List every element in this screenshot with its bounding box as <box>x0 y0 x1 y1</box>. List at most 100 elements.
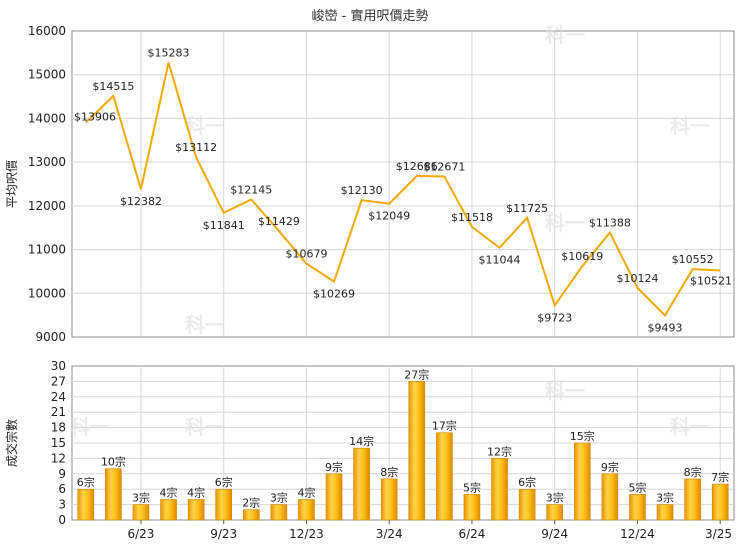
volume-bar <box>325 473 343 521</box>
volume-bar-label: 9宗 <box>601 460 619 474</box>
price-point-label: $11725 <box>506 202 548 215</box>
price-point-label: $9723 <box>537 311 572 324</box>
volume-bar <box>270 504 288 521</box>
y-tick-label: 30 <box>51 359 66 373</box>
watermark: 科一 <box>185 313 225 337</box>
y-tick-label: 3 <box>58 498 66 512</box>
price-point-label: $11518 <box>451 211 493 224</box>
plot-area-top <box>71 30 735 338</box>
volume-bar-label: 4宗 <box>160 485 178 499</box>
watermark: 科一 <box>545 379 585 403</box>
y-tick-label: 18 <box>51 421 66 435</box>
volume-bar-label: 3宗 <box>132 491 150 505</box>
y-tick-label: 15000 <box>28 68 66 82</box>
y-tick-label: 27 <box>51 374 66 388</box>
volume-bar <box>491 458 508 521</box>
watermark: 科一 <box>70 415 110 439</box>
x-tick-label: 6/23 <box>127 527 154 541</box>
y-axis-label-top: 平均呎價 <box>5 160 19 208</box>
volume-bar-label: 9宗 <box>325 460 343 474</box>
x-tick-label: 12/24 <box>620 527 655 541</box>
price-point-label: $11044 <box>479 254 521 267</box>
volume-bar-label: 5宗 <box>628 480 646 494</box>
price-line-series <box>85 62 721 318</box>
price-point-label: $12671 <box>423 161 465 174</box>
x-tick-label: 3/25 <box>705 527 732 541</box>
price-point-label: $10679 <box>285 248 327 261</box>
volume-bar <box>629 494 646 521</box>
volume-bar <box>132 504 150 521</box>
watermark: 科一 <box>670 114 710 138</box>
y-tick-label: 0 <box>58 513 66 527</box>
y-tick-label: 15 <box>51 436 66 450</box>
volume-bar <box>105 468 122 521</box>
price-point-label: $11429 <box>258 215 300 228</box>
volume-bar-label: 4宗 <box>187 485 205 499</box>
price-point-label: $13112 <box>175 141 217 154</box>
watermark: 科一 <box>185 415 225 439</box>
volume-bar-label: 5宗 <box>463 480 481 494</box>
volume-bar <box>408 381 426 521</box>
price-point-label: $10552 <box>672 253 714 266</box>
volume-bar <box>546 504 564 521</box>
price-point-label: $12130 <box>341 184 383 197</box>
x-tick-label: 9/24 <box>541 527 568 541</box>
price-point-label: $12145 <box>230 184 272 197</box>
volume-bar <box>242 509 260 521</box>
y-tick-label: 12 <box>51 451 66 465</box>
volume-bar-label: 4宗 <box>297 485 315 499</box>
price-point-label: $10619 <box>561 250 603 263</box>
volume-bar <box>187 499 205 521</box>
price-point-label: $15283 <box>148 46 190 59</box>
x-tick-label: 6/24 <box>458 527 485 541</box>
volume-bar-label: 6宗 <box>77 475 95 489</box>
price-point-label: $14515 <box>92 80 134 93</box>
watermark: 科一 <box>545 211 585 235</box>
price-point-label: $12382 <box>120 195 162 208</box>
y-tick-label: 14000 <box>28 111 66 125</box>
y-tick-label: 13000 <box>28 155 66 169</box>
volume-bar <box>77 488 95 521</box>
volume-bar <box>298 499 315 521</box>
y-tick-label: 12000 <box>28 199 66 213</box>
watermark: 科一 <box>545 23 585 47</box>
volume-bar-label: 8宗 <box>380 465 398 479</box>
volume-bar-label: 15宗 <box>570 429 595 443</box>
chart-title: 峻巒 - 實用呎價走勢 <box>312 8 429 24</box>
volume-bar <box>463 494 481 521</box>
volume-bar-label: 10宗 <box>101 455 126 469</box>
volume-bar-label: 3宗 <box>270 491 288 505</box>
watermark: 科一 <box>670 415 710 439</box>
volume-bar <box>380 478 398 521</box>
volume-bar-label: 3宗 <box>546 491 564 505</box>
y-tick-label: 9 <box>58 467 66 481</box>
volume-bar-label: 6宗 <box>215 475 233 489</box>
y-axis-label-bottom: 成交宗數 <box>4 419 19 467</box>
price-line-panel: 9000 10000 11000 12000 13000 14000 15000 16000 科… <box>5 23 735 344</box>
volume-bar <box>711 483 729 521</box>
x-tick-label: 12/23 <box>289 527 324 541</box>
volume-bar <box>215 488 233 521</box>
volume-bar <box>436 432 453 521</box>
price-point-label: $12686 <box>396 160 438 173</box>
watermark: 科一 <box>185 114 225 138</box>
y-tick-label: 10000 <box>28 286 66 300</box>
x-tick-label: 3/24 <box>376 527 403 541</box>
volume-bar-label: 8宗 <box>684 465 702 479</box>
volume-bar-label: 12宗 <box>487 444 512 458</box>
price-point-label: $11388 <box>589 217 631 230</box>
volume-bar-label: 27宗 <box>404 367 429 381</box>
volume-bar-label: 2宗 <box>242 496 260 510</box>
x-tick-label: 9/23 <box>210 527 237 541</box>
y-tick-label: 11000 <box>28 243 66 257</box>
volume-bar-label: 17宗 <box>432 419 457 433</box>
price-point-label: $10269 <box>313 288 355 301</box>
volume-bar <box>518 488 536 521</box>
volume-bar <box>573 442 591 521</box>
volume-bar-label: 3宗 <box>656 491 674 505</box>
y-tick-label: 6 <box>58 482 66 496</box>
y-tick-label: 16000 <box>28 24 66 38</box>
